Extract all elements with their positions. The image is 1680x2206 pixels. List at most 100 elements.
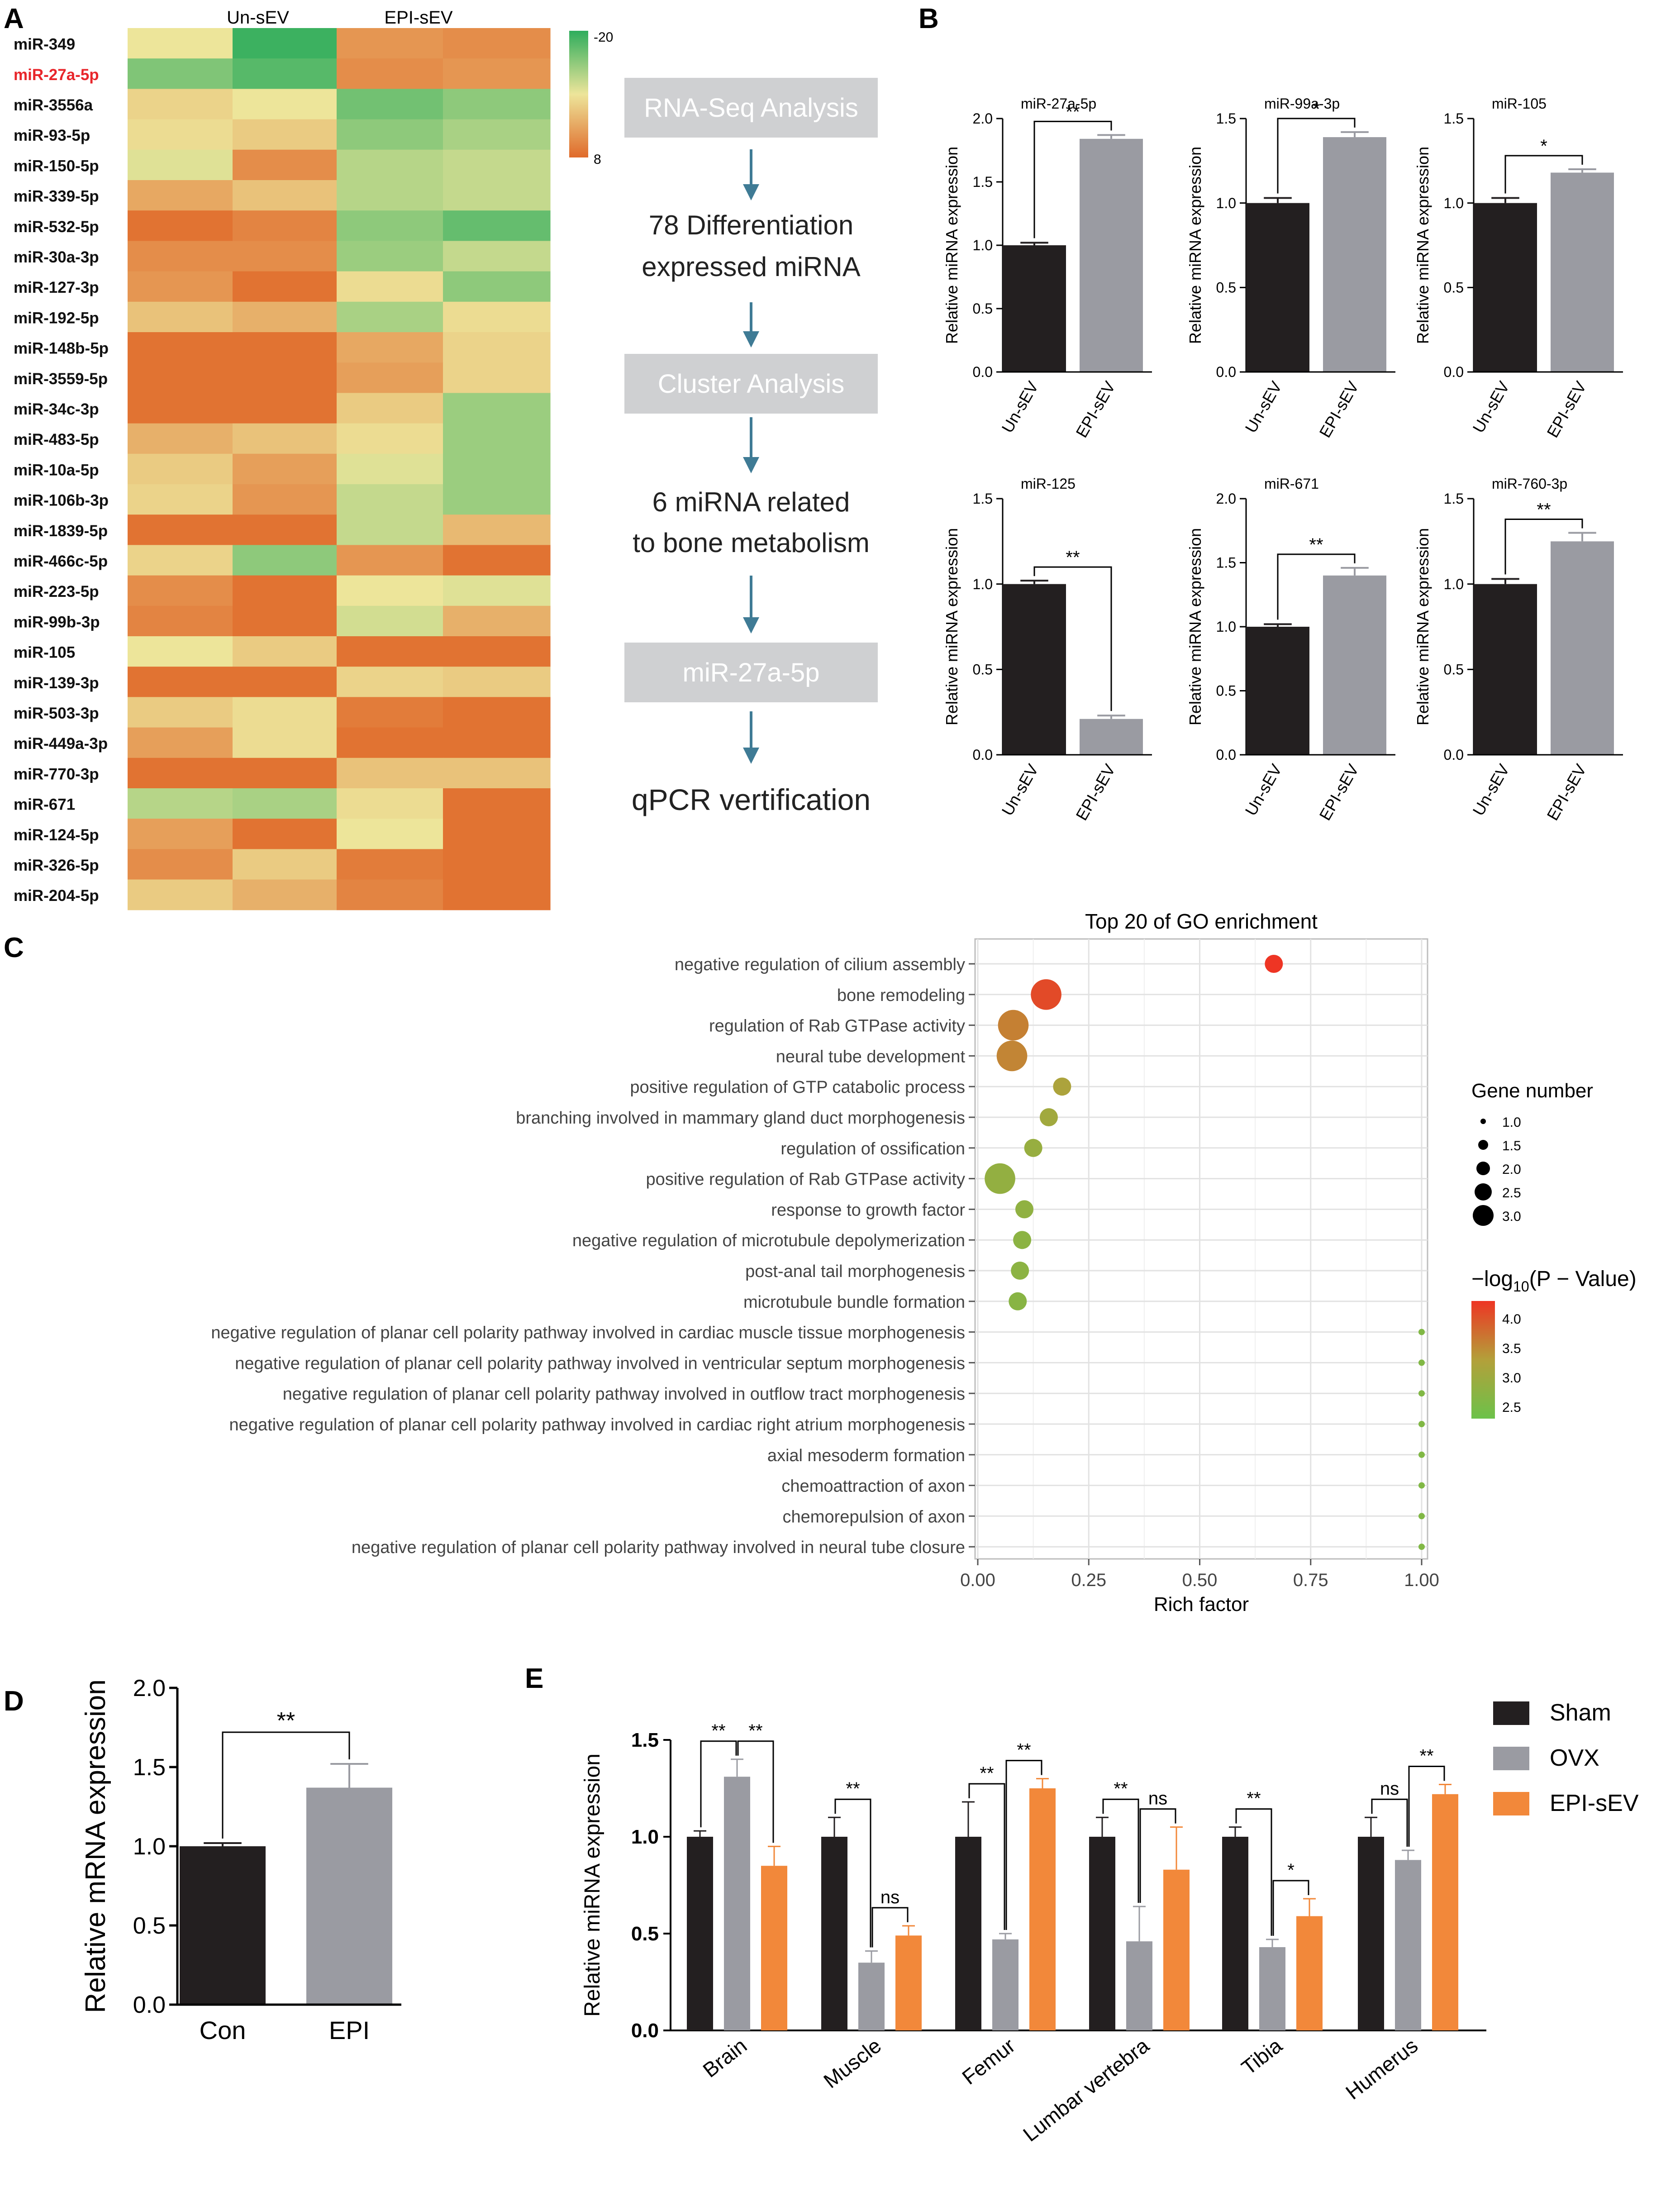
heatmap-cell (443, 301, 551, 333)
heatmap-cell (443, 575, 551, 606)
heatmap-cell (233, 575, 337, 606)
go-term-label: positive regulation of GTP catabolic pro… (630, 1078, 965, 1097)
go-term-label: response to growth factor (771, 1201, 965, 1220)
x-category-label: Muscle (819, 2034, 885, 2093)
bar (1246, 203, 1309, 372)
flow-step-differential: 78 Differentiation (649, 210, 854, 240)
chart-title: miR-99a-3p (1264, 95, 1340, 112)
heatmap-row-label: miR-349 (14, 36, 75, 53)
size-legend-label: 3.0 (1502, 1209, 1521, 1224)
heatmap-row-label: miR-339-5p (14, 188, 99, 205)
y-tick-label: 1.0 (133, 1834, 166, 1860)
y-tick-label: 1.0 (1444, 195, 1464, 211)
color-legend-label: 2.5 (1502, 1400, 1521, 1415)
heatmap-row-label: miR-503-3p (14, 705, 99, 722)
y-tick-label: 0.0 (631, 2020, 659, 2042)
heatmap-cell (233, 453, 337, 485)
heatmap-cell (128, 89, 233, 120)
heatmap-row-label: miR-93-5p (14, 127, 90, 144)
heatmap-row-label: miR-30a-3p (14, 248, 99, 266)
y-tick-label: 1.0 (973, 576, 993, 592)
color-legend-title: −log10(P − Value) (1471, 1267, 1637, 1295)
significance-bracket (1033, 120, 1112, 238)
heatmap-cell (443, 697, 551, 728)
y-tick-label: 0.5 (1444, 662, 1464, 678)
bar (306, 1787, 392, 2005)
heatmap-cell (443, 484, 551, 515)
bar-chart: miR-125 0.0 0.5 1.0 1.5 Relative miRNA expres… (942, 476, 1152, 824)
legend-label: Sham (1550, 1700, 1611, 1726)
heatmap-cell (233, 758, 337, 789)
flow-step-box (624, 354, 878, 414)
go-term-label: regulation of Rab GTPase activity (709, 1017, 965, 1036)
heatmap-colorbar (569, 31, 588, 157)
heatmap-cell (337, 788, 443, 819)
bar (724, 1777, 750, 2030)
go-bubble (1418, 1513, 1425, 1520)
heatmap-cell (337, 758, 443, 789)
y-tick-label: 2.0 (973, 110, 993, 127)
color-legend-label: 4.0 (1502, 1312, 1521, 1327)
go-bubble (1013, 1231, 1032, 1249)
heatmap: Un-sEV EPI-sEV miR-349 miR-27a-5p miR-3556… (14, 8, 613, 910)
heatmap-cell (128, 453, 233, 485)
heatmap-row-label: miR-532-5p (14, 218, 99, 236)
go-term-label: negative regulation of cilium assembly (675, 955, 965, 974)
x-category-label: Humerus (1341, 2034, 1422, 2104)
bar (1089, 1837, 1115, 2030)
y-axis-label: Relative miRNA expression (942, 528, 961, 725)
heatmap-cell (337, 332, 443, 363)
heatmap-cell (337, 545, 443, 576)
legend-swatch (1493, 1701, 1529, 1725)
heatmap-cell (128, 241, 233, 272)
panel-label-a: A (4, 3, 24, 34)
heatmap-cell (443, 271, 551, 302)
heatmap-cell (443, 636, 551, 667)
bar (1222, 1837, 1248, 2030)
heatmap-row-label: miR-139-3p (14, 674, 99, 692)
significance-bracket (1277, 118, 1356, 194)
heatmap-cell (233, 423, 337, 454)
x-tick-label: 1.00 (1404, 1570, 1439, 1590)
heatmap-cell (337, 271, 443, 302)
go-term-label: neural tube development (776, 1047, 966, 1066)
x-category-label: Tibia (1237, 2034, 1287, 2080)
go-term-label: branching involved in mammary gland duct… (516, 1109, 965, 1128)
heatmap-cell (233, 393, 337, 424)
x-tick-label: 0.25 (1071, 1570, 1106, 1590)
heatmap-cell (337, 453, 443, 485)
heatmap-cell (233, 362, 337, 393)
significance-bracket (700, 1740, 737, 1828)
heatmap-cell (233, 879, 337, 910)
bar (1432, 1794, 1458, 2030)
legend-swatch (1493, 1792, 1529, 1815)
heatmap-row-label: miR-148b-5p (14, 340, 109, 357)
go-bubble (1011, 1262, 1029, 1280)
significance-label: ** (846, 1779, 860, 1799)
heatmap-cell (128, 819, 233, 849)
heatmap-cell (443, 393, 551, 424)
bar (821, 1837, 847, 2030)
bar (1323, 575, 1386, 755)
heatmap-cell (233, 301, 337, 333)
heatmap-cell (443, 788, 551, 819)
y-tick-label: 1.5 (973, 491, 993, 507)
go-term-label: negative regulation of planar cell polar… (352, 1538, 965, 1557)
heatmap-cell (128, 727, 233, 758)
heatmap-row-label: miR-192-5p (14, 309, 99, 327)
go-term-label: negative regulation of planar cell polar… (235, 1354, 965, 1373)
legend-swatch (1493, 1747, 1529, 1770)
chart-title: miR-105 (1492, 95, 1547, 112)
heatmap-row-label: miR-150-5p (14, 157, 99, 175)
bar (1551, 541, 1614, 755)
color-legend-bar (1471, 1301, 1495, 1419)
heatmap-cell (337, 149, 443, 181)
go-bubble (1418, 1451, 1425, 1458)
heatmap-cell (443, 332, 551, 363)
heatmap-cell (337, 605, 443, 637)
y-axis-label: Relative miRNA expression (1186, 528, 1204, 725)
heatmap-cell (233, 241, 337, 272)
y-tick-label: 0.5 (1216, 683, 1236, 699)
panel-b-bar-charts: miR-27a-5p 0.0 0.5 1.0 1.5 2.0 Relative miRNA … (942, 95, 1623, 824)
significance-bracket (1033, 566, 1112, 711)
